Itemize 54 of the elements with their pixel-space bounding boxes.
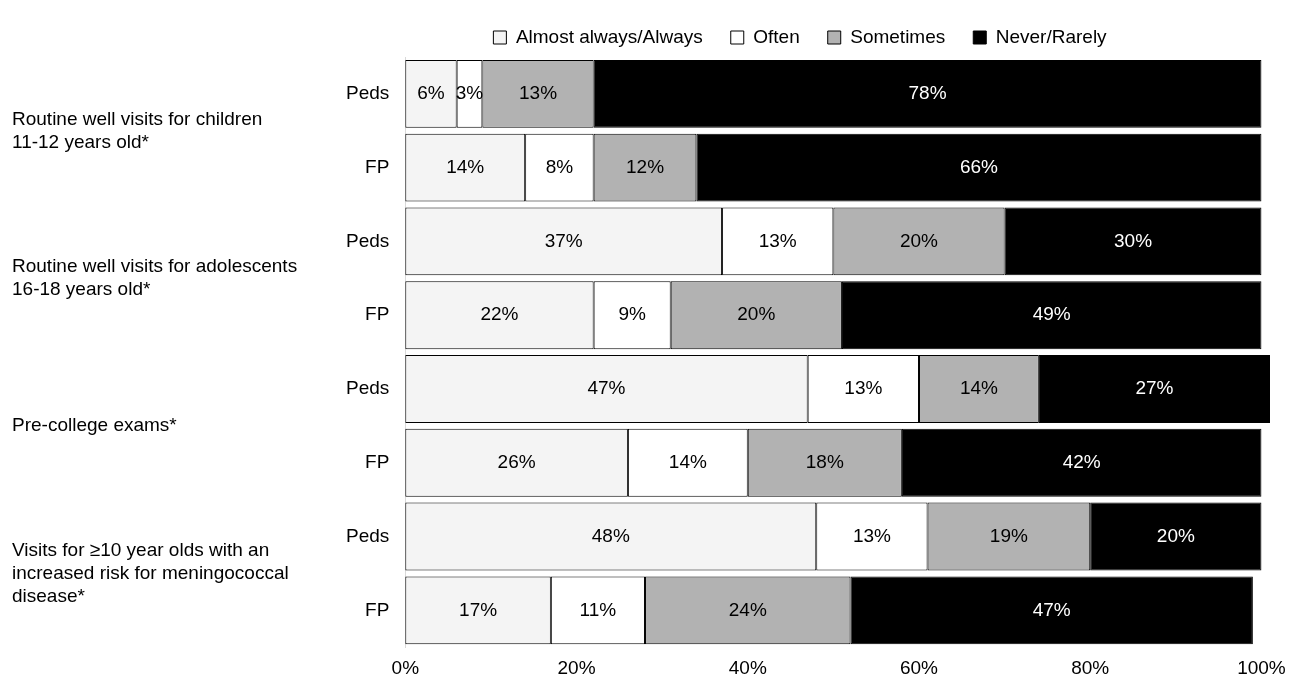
data-label: 47% [587,377,626,399]
y-tick-label: FP [365,303,390,325]
legend-label: Often [753,25,800,47]
data-label: 20% [737,303,776,325]
data-label: 37% [544,229,583,251]
data-label: 78% [908,82,947,104]
data-label: 13% [844,377,883,399]
data-label: 27% [1135,377,1174,399]
text: Pre-college exams* [12,414,178,436]
data-label: 30% [1114,229,1153,251]
data-label: 14% [959,377,999,399]
text: Routine well visits for children 11-12 years old* [12,107,263,152]
data-label: 6% [417,82,445,104]
legend-label: Almost always/Always [515,25,703,47]
data-label: 26% [497,451,536,472]
y-tick-label: FP [365,598,390,620]
y-tick-label: Peds [345,229,390,251]
y-tick-label: Peds [345,82,390,104]
legend-label: Never/Rarely [995,25,1108,47]
data-label: 24% [728,598,767,620]
x-tick-label: 40% [728,656,767,678]
data-label: 66% [959,155,999,177]
data-label: 17% [459,598,498,620]
data-label: 47% [1032,598,1071,620]
y-tick-label: FP [365,155,390,177]
data-label: 20% [1156,524,1195,546]
data-label: 22% [480,303,519,325]
data-label: 49% [1032,303,1071,325]
data-label: 13% [852,524,892,546]
data-label: 13% [518,82,558,104]
text: Routine well visits for adolescents 16-18 years old* [12,255,298,300]
legend-label: Sometimes [850,25,946,47]
data-label: 20% [899,229,939,251]
y-tick-label: FP [365,451,390,472]
data-label: 14% [446,155,485,177]
x-tick-label: 60% [899,656,939,678]
data-label: 18% [805,451,844,472]
data-label: 48% [591,524,630,546]
data-label: 14% [668,451,707,472]
x-tick-label: 80% [1071,656,1110,678]
x-tick-label: 0% [391,656,420,678]
y-tick-label: Peds [345,377,390,399]
data-label: 8% [545,155,574,177]
data-label: 11% [579,598,617,620]
data-label: 12% [626,155,665,177]
data-label: 42% [1062,451,1101,472]
data-label: 3% [455,82,484,104]
data-label: 13% [758,229,797,251]
y-tick-label: Peds [345,524,390,546]
data-label: 9% [618,303,647,325]
x-tick-label: 100% [1237,656,1286,678]
data-label: 19% [989,524,1028,546]
text: Visits for ≥10 year olds with an increased risk for meningococcal disease* [12,538,289,606]
x-tick-label: 20% [557,656,596,678]
